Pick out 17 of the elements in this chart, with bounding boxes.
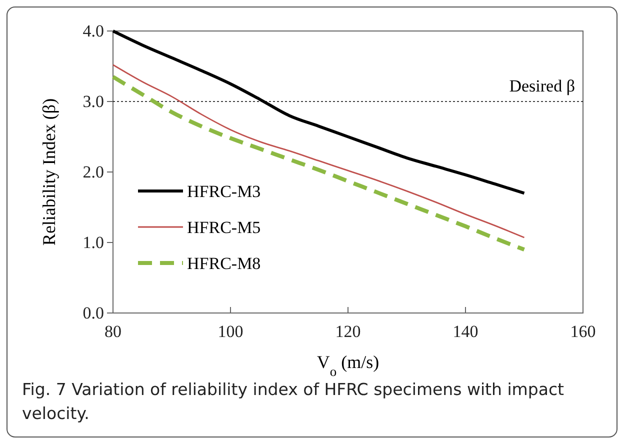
y-tick-label: 0.0 bbox=[82, 303, 104, 322]
x-axis-title: V$_{o}$ (m/s) bbox=[316, 352, 380, 378]
y-tick-label: 3.0 bbox=[82, 92, 104, 111]
y-axis-title: Reliability Index (β) bbox=[39, 98, 59, 246]
y-tick-label: 1.0 bbox=[82, 232, 104, 252]
ref-line-label: Desired β bbox=[509, 76, 575, 96]
x-tick-label: 120 bbox=[335, 322, 361, 342]
legend-label: HFRC-M5 bbox=[187, 218, 261, 237]
x-tick-label: 140 bbox=[452, 322, 478, 342]
y-tick-label: 2.0 bbox=[82, 162, 104, 182]
legend-label: HFRC-M8 bbox=[187, 254, 261, 273]
x-tick-label: 100 bbox=[218, 322, 244, 342]
y-tick-label: 4.0 bbox=[82, 21, 104, 40]
x-tick-label: 80 bbox=[104, 322, 122, 342]
legend-label: HFRC-M3 bbox=[187, 182, 261, 201]
caption: Fig. 7 Variation of reliability index of HFRC specimens with impact velocity. bbox=[22, 379, 566, 425]
x-tick-label: 160 bbox=[570, 322, 596, 342]
